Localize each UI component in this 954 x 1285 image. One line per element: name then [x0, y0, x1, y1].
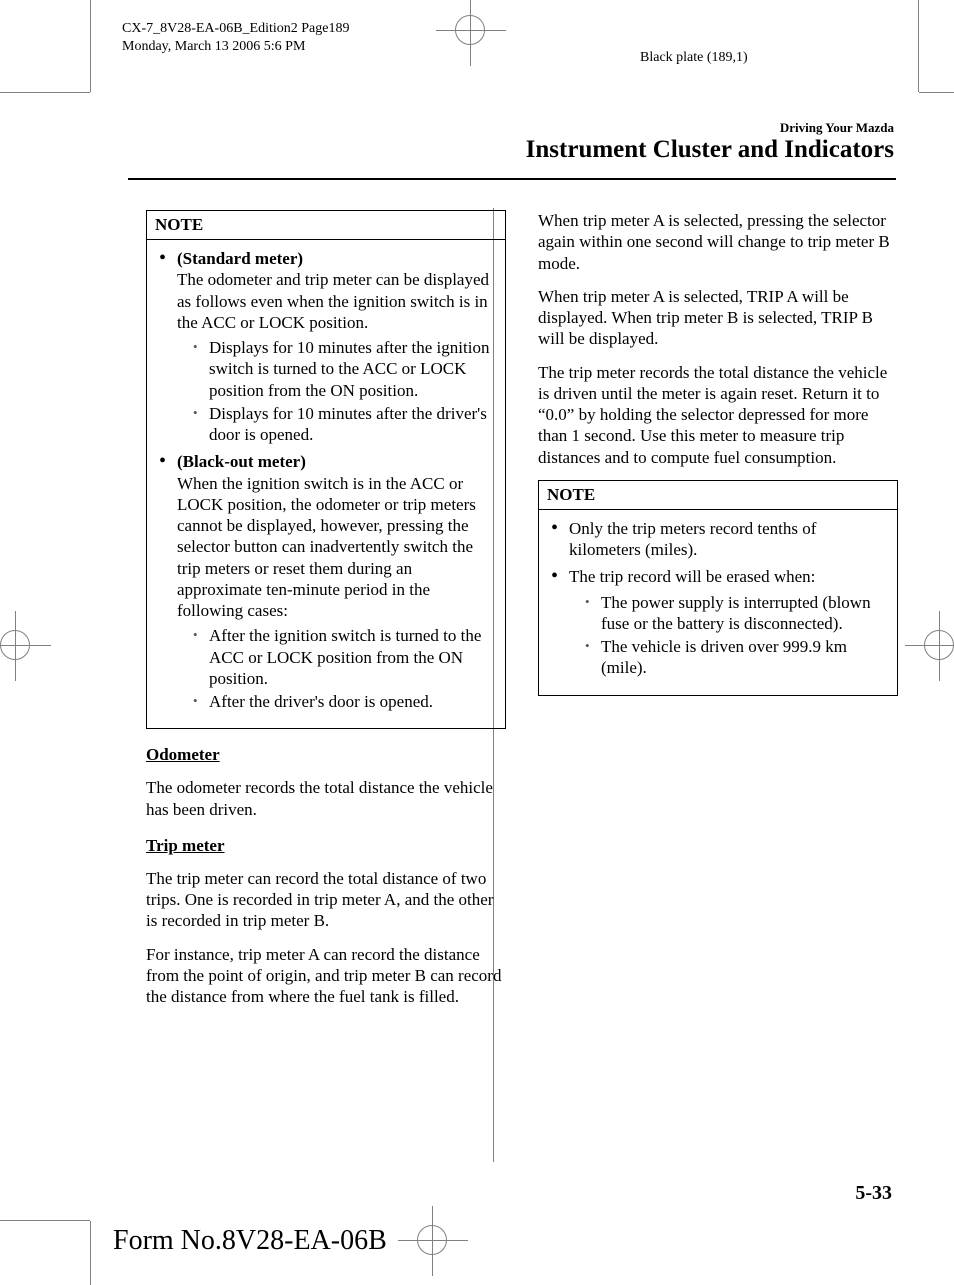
note-title: NOTE [147, 211, 505, 240]
note-item: The trip record will be erased when: The… [549, 566, 887, 678]
meta-line-2: Monday, March 13 2006 5:6 PM [122, 38, 349, 56]
form-number: Form No.8V28-EA-06B [113, 1225, 387, 1257]
crop-mark [0, 1220, 90, 1221]
note-subitem: Displays for 10 minutes after the driver… [191, 403, 495, 446]
note-box-left: NOTE (Standard meter) The odometer and t… [146, 210, 506, 729]
crop-mark [0, 92, 90, 93]
note-subitem: After the ignition switch is turned to t… [191, 625, 495, 689]
registration-mark-icon [455, 15, 485, 45]
right-column: When trip meter A is selected, pressing … [538, 210, 898, 1019]
odometer-heading: Odometer [146, 745, 506, 765]
note-title: NOTE [539, 481, 897, 510]
right-paragraph-1: When trip meter A is selected, pressing … [538, 210, 898, 274]
trip-meter-paragraph-1: The trip meter can record the total dist… [146, 868, 506, 932]
note-subitem: The vehicle is driven over 999.9 km (mil… [583, 636, 887, 679]
note-item-body: When the ignition switch is in the ACC o… [177, 474, 476, 621]
crop-mark [90, 1221, 91, 1285]
header-rule [128, 178, 896, 180]
note-item-blackout: (Black-out meter) When the ignition swit… [157, 451, 495, 712]
note-subitem: After the driver's door is opened. [191, 691, 495, 712]
page-number: 5-33 [855, 1182, 892, 1205]
note-box-right: NOTE Only the trip meters record tenths … [538, 480, 898, 696]
registration-mark-icon [417, 1225, 447, 1255]
note-subitem: The power supply is interrupted (blown f… [583, 592, 887, 635]
crop-mark [919, 92, 954, 93]
registration-mark-icon [0, 630, 30, 660]
trip-meter-heading: Trip meter [146, 836, 506, 856]
section-superhead: Driving Your Mazda [526, 120, 894, 136]
print-metadata: CX-7_8V28-EA-06B_Edition2 Page189 Monday… [122, 20, 349, 56]
note-subitem: Displays for 10 minutes after the igniti… [191, 337, 495, 401]
note-item-title: (Standard meter) [177, 249, 303, 268]
note-item-standard: (Standard meter) The odometer and trip m… [157, 248, 495, 445]
crop-mark [918, 0, 919, 92]
crop-mark [90, 0, 91, 92]
section-header: Driving Your Mazda Instrument Cluster an… [526, 120, 894, 164]
right-paragraph-3: The trip meter records the total distanc… [538, 362, 898, 468]
registration-mark-icon [924, 630, 954, 660]
note-item-text: The trip record will be erased when: [569, 567, 815, 586]
note-item-title: (Black-out meter) [177, 452, 306, 471]
right-paragraph-2: When trip meter A is selected, TRIP A wi… [538, 286, 898, 350]
main-content: NOTE (Standard meter) The odometer and t… [146, 210, 906, 1019]
meta-line-1: CX-7_8V28-EA-06B_Edition2 Page189 [122, 20, 349, 38]
odometer-paragraph: The odometer records the total distance … [146, 777, 506, 820]
left-column: NOTE (Standard meter) The odometer and t… [146, 210, 506, 1019]
note-body: Only the trip meters record tenths of ki… [539, 510, 897, 695]
note-body: (Standard meter) The odometer and trip m… [147, 240, 505, 728]
trip-meter-paragraph-2: For instance, trip meter A can record th… [146, 944, 506, 1008]
plate-info: Black plate (189,1) [640, 50, 748, 66]
section-headline: Instrument Cluster and Indicators [526, 136, 894, 164]
note-item: Only the trip meters record tenths of ki… [549, 518, 887, 561]
note-item-body: The odometer and trip meter can be displ… [177, 270, 489, 332]
